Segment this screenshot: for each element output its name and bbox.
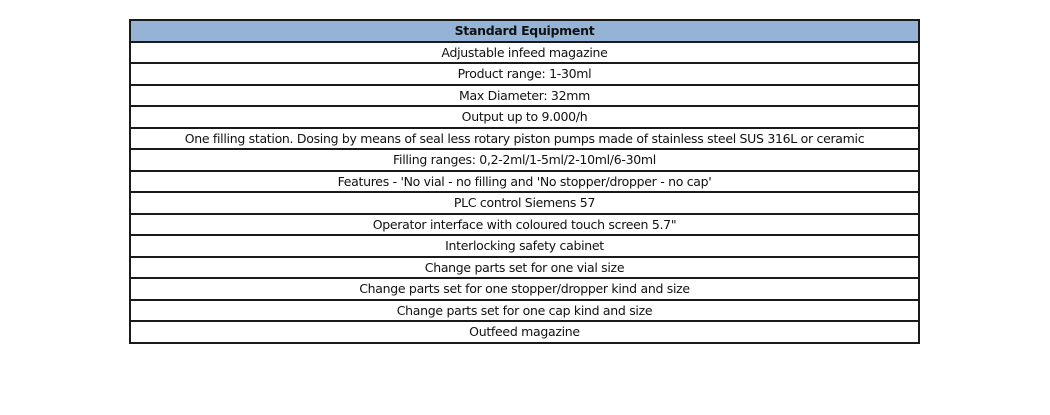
standard-equipment-table: Standard Equipment Adjustable infeed mag…	[129, 19, 920, 344]
table-cell: Change parts set for one cap kind and si…	[129, 298, 920, 322]
table-cell: Output up to 9.000/h	[129, 105, 920, 129]
table-row: Outfeed magazine	[129, 320, 920, 344]
table-row: Change parts set for one cap kind and si…	[129, 298, 920, 322]
table-cell: Interlocking safety cabinet	[129, 234, 920, 258]
table-cell: Max Diameter: 32mm	[129, 83, 920, 107]
table-row: Operator interface with coloured touch s…	[129, 212, 920, 236]
table-row: PLC control Siemens 57	[129, 191, 920, 215]
table-row: Product range: 1-30ml	[129, 62, 920, 86]
table-row: Change parts set for one stopper/dropper…	[129, 277, 920, 301]
table-row: One filling station. Dosing by means of …	[129, 126, 920, 150]
table-row: Max Diameter: 32mm	[129, 83, 920, 107]
table-cell: Product range: 1-30ml	[129, 62, 920, 86]
table-cell: Features - 'No vial - no filling and 'No…	[129, 169, 920, 193]
table-row: Change parts set for one vial size	[129, 255, 920, 279]
table-cell: Adjustable infeed magazine	[129, 40, 920, 64]
table-row: Features - 'No vial - no filling and 'No…	[129, 169, 920, 193]
table-row: Output up to 9.000/h	[129, 105, 920, 129]
table-cell: Operator interface with coloured touch s…	[129, 212, 920, 236]
table-header-row: Standard Equipment	[129, 19, 920, 43]
table-row: Adjustable infeed magazine	[129, 40, 920, 64]
table-cell: One filling station. Dosing by means of …	[129, 126, 920, 150]
table-cell: Change parts set for one vial size	[129, 255, 920, 279]
table-cell: Outfeed magazine	[129, 320, 920, 344]
table-row: Interlocking safety cabinet	[129, 234, 920, 258]
table-header: Standard Equipment	[129, 19, 920, 43]
table-row: Filling ranges: 0,2-2ml/1-5ml/2-10ml/6-3…	[129, 148, 920, 172]
table-cell: Filling ranges: 0,2-2ml/1-5ml/2-10ml/6-3…	[129, 148, 920, 172]
table-cell: PLC control Siemens 57	[129, 191, 920, 215]
table-cell: Change parts set for one stopper/dropper…	[129, 277, 920, 301]
